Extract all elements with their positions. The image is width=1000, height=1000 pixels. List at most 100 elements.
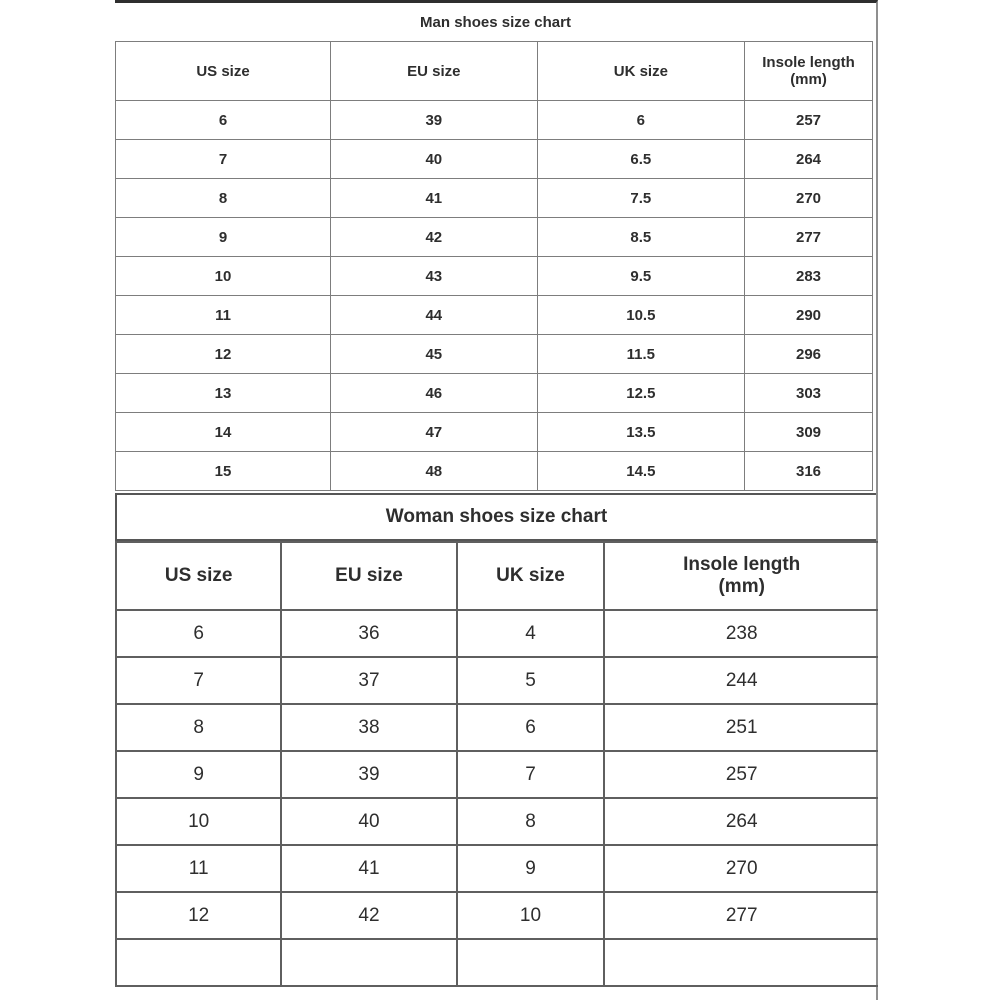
table-cell [603, 938, 878, 987]
table-cell: 41 [329, 178, 538, 218]
table-row: 15 48 14.5 316 [115, 451, 873, 491]
table-cell: 4 [455, 609, 606, 658]
table-cell: 41 [280, 844, 458, 893]
table-cell: 303 [744, 373, 873, 413]
man-chart-title: Man shoes size chart [420, 13, 571, 31]
table-cell: 316 [744, 451, 873, 491]
table-cell: 277 [603, 891, 878, 940]
table-cell: 10 [455, 891, 606, 940]
table-cell: 8.5 [536, 217, 746, 257]
table-cell: 277 [744, 217, 873, 257]
table-cell: 36 [280, 609, 458, 658]
table-cell: 6 [114, 609, 283, 658]
table-cell: 251 [603, 703, 878, 752]
table-cell: 10.5 [536, 295, 746, 335]
table-cell: 264 [744, 139, 873, 179]
woman-chart-title: Woman shoes size chart [115, 493, 876, 541]
table-cell: 6 [455, 703, 606, 752]
header-cell: EU size [329, 41, 538, 101]
table-row: 10 43 9.5 283 [115, 256, 873, 296]
table-cell: 9 [115, 217, 331, 257]
table-cell: 14.5 [536, 451, 746, 491]
header-cell: EU size [280, 541, 458, 611]
table-row [114, 938, 878, 987]
table-cell: 37 [280, 656, 458, 705]
table-cell: 283 [744, 256, 873, 296]
table-cell: 6 [115, 100, 331, 140]
table-row: 9 39 7 257 [114, 750, 878, 799]
header-cell: US size [114, 541, 283, 611]
table-cell: 270 [744, 178, 873, 218]
size-chart-sheet: Man shoes size chart US size EU size UK si… [114, 0, 878, 1000]
woman-size-table: US size EU size UK size Insole length (mm) … [114, 541, 878, 987]
table-row: 13 46 12.5 303 [115, 373, 873, 413]
table-row: 12 42 10 277 [114, 891, 878, 940]
table-cell [114, 938, 283, 987]
table-cell: 13.5 [536, 412, 746, 452]
table-row: 8 41 7.5 270 [115, 178, 873, 218]
table-cell: 11 [115, 295, 331, 335]
table-cell: 48 [329, 451, 538, 491]
table-cell: 8 [115, 178, 331, 218]
woman-table-body: 6 36 4 238 7 37 5 244 8 38 6 251 9 39 7 257 10 40 8 264 11 41… [114, 609, 878, 987]
table-cell: 15 [115, 451, 331, 491]
table-cell [280, 938, 458, 987]
table-cell: 238 [603, 609, 878, 658]
table-cell: 42 [280, 891, 458, 940]
header-cell: UK size [455, 541, 606, 611]
table-cell: 47 [329, 412, 538, 452]
table-cell: 14 [115, 412, 331, 452]
table-row: 9 42 8.5 277 [115, 217, 873, 257]
table-cell: 7 [115, 139, 331, 179]
table-cell: 13 [115, 373, 331, 413]
table-row: 10 40 8 264 [114, 797, 878, 846]
table-cell: 6 [536, 100, 746, 140]
table-cell: 10 [115, 256, 331, 296]
man-table-body: 6 39 6 257 7 40 6.5 264 8 41 7.5 270 9 42 8.5 277 10 43 9.… [115, 100, 873, 491]
header-cell: US size [115, 41, 331, 101]
table-cell: 40 [280, 797, 458, 846]
table-cell [455, 938, 606, 987]
man-size-table: US size EU size UK size Insole length (mm) … [115, 41, 873, 491]
woman-header-row: US size EU size UK size Insole length (mm) [114, 541, 878, 611]
table-cell: 39 [280, 750, 458, 799]
table-row: 7 40 6.5 264 [115, 139, 873, 179]
table-cell: 264 [603, 797, 878, 846]
table-row: 6 39 6 257 [115, 100, 873, 140]
table-row: 14 47 13.5 309 [115, 412, 873, 452]
header-cell: Insole length (mm) [744, 41, 873, 101]
table-row: 8 38 6 251 [114, 703, 878, 752]
header-cell: UK size [536, 41, 746, 101]
table-cell: 45 [329, 334, 538, 374]
table-cell: 296 [744, 334, 873, 374]
table-cell: 42 [329, 217, 538, 257]
table-cell: 8 [455, 797, 606, 846]
table-cell: 12 [115, 334, 331, 374]
table-cell: 6.5 [536, 139, 746, 179]
table-cell: 257 [744, 100, 873, 140]
table-cell: 290 [744, 295, 873, 335]
table-cell: 44 [329, 295, 538, 335]
table-cell: 11 [114, 844, 283, 893]
table-cell: 244 [603, 656, 878, 705]
table-cell: 12.5 [536, 373, 746, 413]
table-cell: 257 [603, 750, 878, 799]
table-cell: 309 [744, 412, 873, 452]
table-cell: 12 [114, 891, 283, 940]
table-row: 12 45 11.5 296 [115, 334, 873, 374]
table-cell: 43 [329, 256, 538, 296]
table-cell: 46 [329, 373, 538, 413]
table-cell: 10 [114, 797, 283, 846]
table-cell: 8 [114, 703, 283, 752]
table-cell: 9 [455, 844, 606, 893]
table-cell: 11.5 [536, 334, 746, 374]
table-cell: 9.5 [536, 256, 746, 296]
table-row: 6 36 4 238 [114, 609, 878, 658]
table-cell: 38 [280, 703, 458, 752]
table-row: 11 44 10.5 290 [115, 295, 873, 335]
table-row: 7 37 5 244 [114, 656, 878, 705]
table-cell: 40 [329, 139, 538, 179]
table-row: 11 41 9 270 [114, 844, 878, 893]
table-cell: 5 [455, 656, 606, 705]
header-cell: Insole length (mm) [603, 541, 878, 611]
